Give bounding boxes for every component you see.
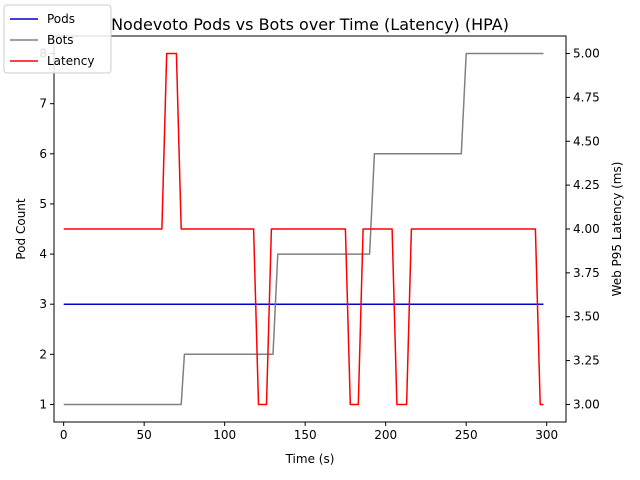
legend-label-bots: Bots (47, 33, 74, 47)
x-tick-label: 200 (374, 428, 397, 442)
y-tick-label-left: 2 (39, 347, 47, 361)
legend-label-pods: Pods (47, 12, 75, 26)
x-axis-label: Time (s) (285, 452, 335, 466)
y-tick-label-left: 1 (39, 397, 47, 411)
y-tick-label-left: 5 (39, 197, 47, 211)
y-tick-label-left: 4 (39, 247, 47, 261)
legend: Pods Bots Latency (3, 4, 112, 74)
y-tick-label-right: 3.00 (573, 397, 600, 411)
y-tick-label-right: 4.25 (573, 178, 600, 192)
y-axis-label-left: Pod Count (14, 198, 28, 260)
y-tick-label-right: 3.50 (573, 310, 600, 324)
series-line-latency (63, 52, 544, 406)
chart-title: Nodevoto Pods vs Bots over Time (Latency… (111, 15, 509, 34)
y-tick-label-right: 5.00 (573, 47, 600, 61)
y-tick-label-right: 3.25 (573, 354, 600, 368)
x-tick-label: 0 (60, 428, 68, 442)
y-tick-label-left: 6 (39, 147, 47, 161)
x-tick-label: 100 (213, 428, 236, 442)
y-tick-label-left: 3 (39, 297, 47, 311)
y-tick-label-right: 4.75 (573, 90, 600, 104)
x-tick-label: 300 (535, 428, 558, 442)
y-tick-label-right: 4.50 (573, 134, 600, 148)
series-line-bots (63, 52, 544, 406)
legend-label-latency: Latency (47, 54, 94, 68)
y-axis-label-right: Web P95 Latency (ms) (610, 162, 624, 297)
y-tick-label-right: 4.00 (573, 222, 600, 236)
y-tick-label-left: 7 (39, 97, 47, 111)
x-tick-label: 150 (294, 428, 317, 442)
legend-box (3, 4, 112, 74)
x-tick-label: 250 (455, 428, 478, 442)
y-tick-label-right: 3.75 (573, 266, 600, 280)
x-tick-label: 50 (137, 428, 152, 442)
